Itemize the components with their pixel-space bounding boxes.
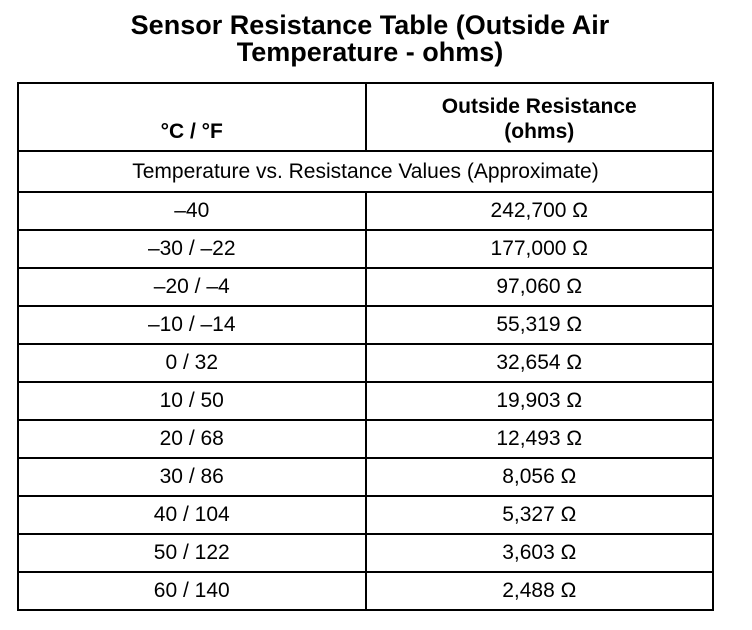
subheader: Temperature vs. Resistance Values (Appro…	[17, 150, 714, 193]
table-row: 0 / 32 32,654 Ω	[17, 343, 714, 383]
header-resistance: Outside Resistance (ohms)	[364, 82, 714, 152]
temperature-cell: 50 / 122	[17, 533, 367, 573]
resistance-cell: 19,903 Ω	[364, 381, 714, 421]
temperature-cell: –20 / –4	[17, 267, 367, 307]
resistance-cell: 97,060 Ω	[364, 267, 714, 307]
table-row: –10 / –14 55,319 Ω	[17, 305, 714, 345]
resistance-cell: 8,056 Ω	[364, 457, 714, 497]
table-row: 50 / 122 3,603 Ω	[17, 533, 714, 573]
resistance-cell: 242,700 Ω	[364, 191, 714, 231]
resistance-cell: 5,327 Ω	[364, 495, 714, 535]
resistance-cell: 32,654 Ω	[364, 343, 714, 383]
resistance-cell: 3,603 Ω	[364, 533, 714, 573]
table-row: –30 / –22 177,000 Ω	[17, 229, 714, 269]
temperature-cell: 0 / 32	[17, 343, 367, 383]
table-row: –40 242,700 Ω	[17, 191, 714, 231]
resistance-cell: 55,319 Ω	[364, 305, 714, 345]
temperature-cell: –30 / –22	[17, 229, 367, 269]
header-row: °C / °F Outside Resistance (ohms)	[17, 82, 714, 152]
sensor-resistance-table: °C / °F Outside Resistance (ohms) Temper…	[17, 82, 714, 611]
resistance-cell: 12,493 Ω	[364, 419, 714, 459]
table-row: 60 / 140 2,488 Ω	[17, 571, 714, 611]
temperature-cell: 30 / 86	[17, 457, 367, 497]
table-row: 10 / 50 19,903 Ω	[17, 381, 714, 421]
table-row: 40 / 104 5,327 Ω	[17, 495, 714, 535]
table-row: 30 / 86 8,056 Ω	[17, 457, 714, 497]
header-resistance-line-2: (ohms)	[504, 120, 575, 143]
temperature-cell: 40 / 104	[17, 495, 367, 535]
table-row: 20 / 68 12,493 Ω	[17, 419, 714, 459]
temperature-cell: 10 / 50	[17, 381, 367, 421]
title-line-1: Sensor Resistance Table (Outside Air	[130, 10, 610, 40]
temperature-cell: –40	[17, 191, 367, 231]
temperature-cell: 60 / 140	[17, 571, 367, 611]
resistance-cell: 2,488 Ω	[364, 571, 714, 611]
header-resistance-line-1: Outside Resistance	[441, 95, 637, 118]
table-row: –20 / –4 97,060 Ω	[17, 267, 714, 307]
temperature-cell: 20 / 68	[17, 419, 367, 459]
header-temperature: °C / °F	[17, 82, 367, 152]
temperature-cell: –10 / –14	[17, 305, 367, 345]
resistance-cell: 177,000 Ω	[364, 229, 714, 269]
title-line-2: Temperature - ohms)	[236, 37, 504, 67]
subheader-row: Temperature vs. Resistance Values (Appro…	[17, 150, 714, 193]
table-title: Sensor Resistance Table (Outside Air Tem…	[0, 12, 740, 66]
